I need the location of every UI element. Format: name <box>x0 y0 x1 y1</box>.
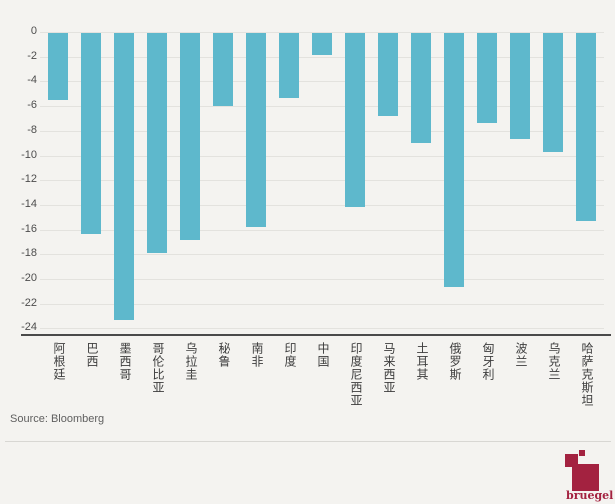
y-axis-tick-label: -14 <box>21 198 37 210</box>
x-axis-category-label: 南非 <box>250 342 264 368</box>
x-axis-category-label: 乌拉圭 <box>184 342 198 381</box>
x-axis-category-label: 秘鲁 <box>217 342 231 368</box>
y-axis-tick-label: -24 <box>21 321 37 333</box>
y-axis-tick-label: -4 <box>27 74 37 86</box>
footer-divider <box>5 441 611 442</box>
gridline <box>40 81 604 82</box>
gridline <box>40 230 604 231</box>
x-axis-category-label: 哈萨克斯坦 <box>580 342 594 407</box>
gridline <box>40 131 604 132</box>
gridline <box>40 57 604 58</box>
bar-巴西 <box>81 33 101 234</box>
bar-土耳其 <box>411 33 431 143</box>
y-axis-tick-label: -10 <box>21 149 37 161</box>
x-axis-category-label: 印度 <box>283 342 297 368</box>
logo-wordmark: bruegel <box>566 489 614 502</box>
bar-南非 <box>246 33 266 227</box>
bar-秘鲁 <box>213 33 233 106</box>
bar-中国 <box>312 33 332 55</box>
bar-阿根廷 <box>48 33 68 100</box>
x-axis-category-label: 土耳其 <box>415 342 429 381</box>
bar-乌克兰 <box>543 33 563 152</box>
bar-哈萨克斯坦 <box>576 33 596 221</box>
gridline <box>40 106 604 107</box>
x-axis-category-label: 波兰 <box>514 342 528 368</box>
x-axis-category-label: 中国 <box>316 342 330 368</box>
gridline <box>40 304 604 305</box>
x-axis-category-label: 印度尼西亚 <box>349 342 363 407</box>
bar-匈牙利 <box>477 33 497 123</box>
gridline <box>40 205 604 206</box>
bar-墨西哥 <box>114 33 134 320</box>
y-axis-tick-label: 0 <box>30 25 37 37</box>
y-axis-tick-label: -16 <box>21 223 37 235</box>
gridline <box>40 156 604 157</box>
bar-马来西亚 <box>378 33 398 116</box>
gridline <box>40 279 604 280</box>
y-axis-tick-label: -2 <box>27 50 37 62</box>
y-axis-tick-label: -6 <box>27 99 37 111</box>
y-axis-tick-label: -8 <box>27 124 37 136</box>
y-axis-tick-label: -18 <box>21 247 37 259</box>
bar-印度 <box>279 33 299 98</box>
gridline <box>40 328 604 329</box>
y-axis-tick-label: -20 <box>21 272 37 284</box>
bar-俄罗斯 <box>444 33 464 287</box>
logo-square-large-icon <box>572 464 599 491</box>
x-axis-category-label: 乌克兰 <box>547 342 561 381</box>
x-axis-line <box>21 334 611 336</box>
logo-square-small-icon <box>579 450 585 456</box>
x-axis-category-label: 俄罗斯 <box>448 342 462 381</box>
x-axis-category-label: 马来西亚 <box>382 342 396 394</box>
x-axis-category-label: 哥伦比亚 <box>151 342 165 394</box>
bar-印度尼西亚 <box>345 33 365 207</box>
gridline <box>40 254 604 255</box>
y-axis-tick-label: -12 <box>21 173 37 185</box>
gridline <box>40 32 604 33</box>
x-axis-category-label: 巴西 <box>85 342 99 368</box>
source-label: Source: Bloomberg <box>10 413 105 425</box>
bar-哥伦比亚 <box>147 33 167 253</box>
bar-波兰 <box>510 33 530 139</box>
bar-乌拉圭 <box>180 33 200 240</box>
x-axis-category-label: 墨西哥 <box>118 342 132 381</box>
y-axis-tick-label: -22 <box>21 297 37 309</box>
x-axis-category-label: 阿根廷 <box>52 342 66 381</box>
x-axis-category-label: 匈牙利 <box>481 342 495 381</box>
gridline <box>40 180 604 181</box>
logo-square-medium-icon <box>565 454 578 467</box>
